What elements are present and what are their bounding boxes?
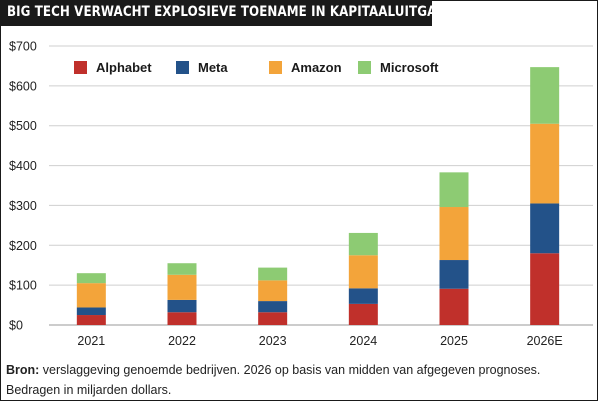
legend-label: Microsoft [380,60,439,75]
bar-segment-amazon-2021 [76,283,106,308]
title-bar: BIG TECH VERWACHT EXPLOSIEVE TOENAME IN … [1,1,463,26]
legend-swatch [269,61,282,74]
footer: Bron: verslaggeving genoemde bedrijven. … [6,360,586,400]
bar-segment-meta-2021 [76,307,106,316]
bar-segment-microsoft-2022 [167,263,197,275]
y-tick-label: $100 [9,279,37,293]
bar-segment-alphabet-2022 [167,312,197,325]
chart-title: BIG TECH VERWACHT EXPLOSIEVE TOENAME IN … [7,4,464,20]
x-tick-label: 2021 [77,334,105,348]
stacked-bar-chart: $0 $100 $200 $300 $400 $500 $600 $700 2021 2022 20… [9,40,593,348]
bar-segment-amazon-2023 [258,280,288,302]
legend-label: Meta [198,60,228,75]
unit-note: Bedragen in miljarden dollars. [6,383,172,397]
bar-segment-alphabet-2026e [530,253,560,325]
source-line: Bron: verslaggeving genoemde bedrijven. … [6,360,586,380]
source-text: verslaggeving genoemde bedrijven. 2026 o… [39,363,541,377]
bar-segment-amazon-2025 [439,207,469,261]
y-tick-label: $400 [9,159,37,173]
x-tick-label: 2022 [168,334,196,348]
y-tick-label: $0 [9,319,23,333]
bar-segment-meta-2023 [258,301,288,313]
x-tick-label: 2025 [440,334,468,348]
bar-segment-alphabet-2023 [258,312,288,325]
bar-segment-amazon-2022 [167,274,197,300]
y-tick-label: $600 [9,79,37,93]
bar-segment-meta-2022 [167,299,197,313]
legend-label: Alphabet [96,60,152,75]
y-tick-label: $700 [9,40,37,54]
x-tick-label: 2026E [527,334,563,348]
bar-segment-meta-2024 [348,288,378,304]
y-tick-label: $500 [9,119,37,133]
x-tick-label: 2024 [349,334,377,348]
bar-segment-alphabet-2024 [348,303,378,325]
bar-segment-meta-2025 [439,260,469,289]
bar-segment-alphabet-2025 [439,288,469,325]
bar-segment-amazon-2026e [530,123,560,204]
bar-segment-meta-2026e [530,203,560,254]
y-tick-label: $200 [9,239,37,253]
bar-segment-amazon-2024 [348,255,378,289]
bar-segment-microsoft-2023 [258,267,288,281]
bar-segment-microsoft-2021 [76,273,106,284]
legend-swatch [74,61,87,74]
x-tick-label: 2023 [259,334,287,348]
bar-segment-microsoft-2024 [348,232,378,256]
legend-swatch [358,61,371,74]
legend-label: Amazon [291,60,342,75]
bar-segment-microsoft-2025 [439,172,469,208]
source-label: Bron: [6,363,40,377]
legend-swatch [176,61,189,74]
bar-segment-alphabet-2021 [76,315,106,325]
y-tick-label: $300 [9,199,37,213]
bar-segment-microsoft-2026e [530,67,560,124]
